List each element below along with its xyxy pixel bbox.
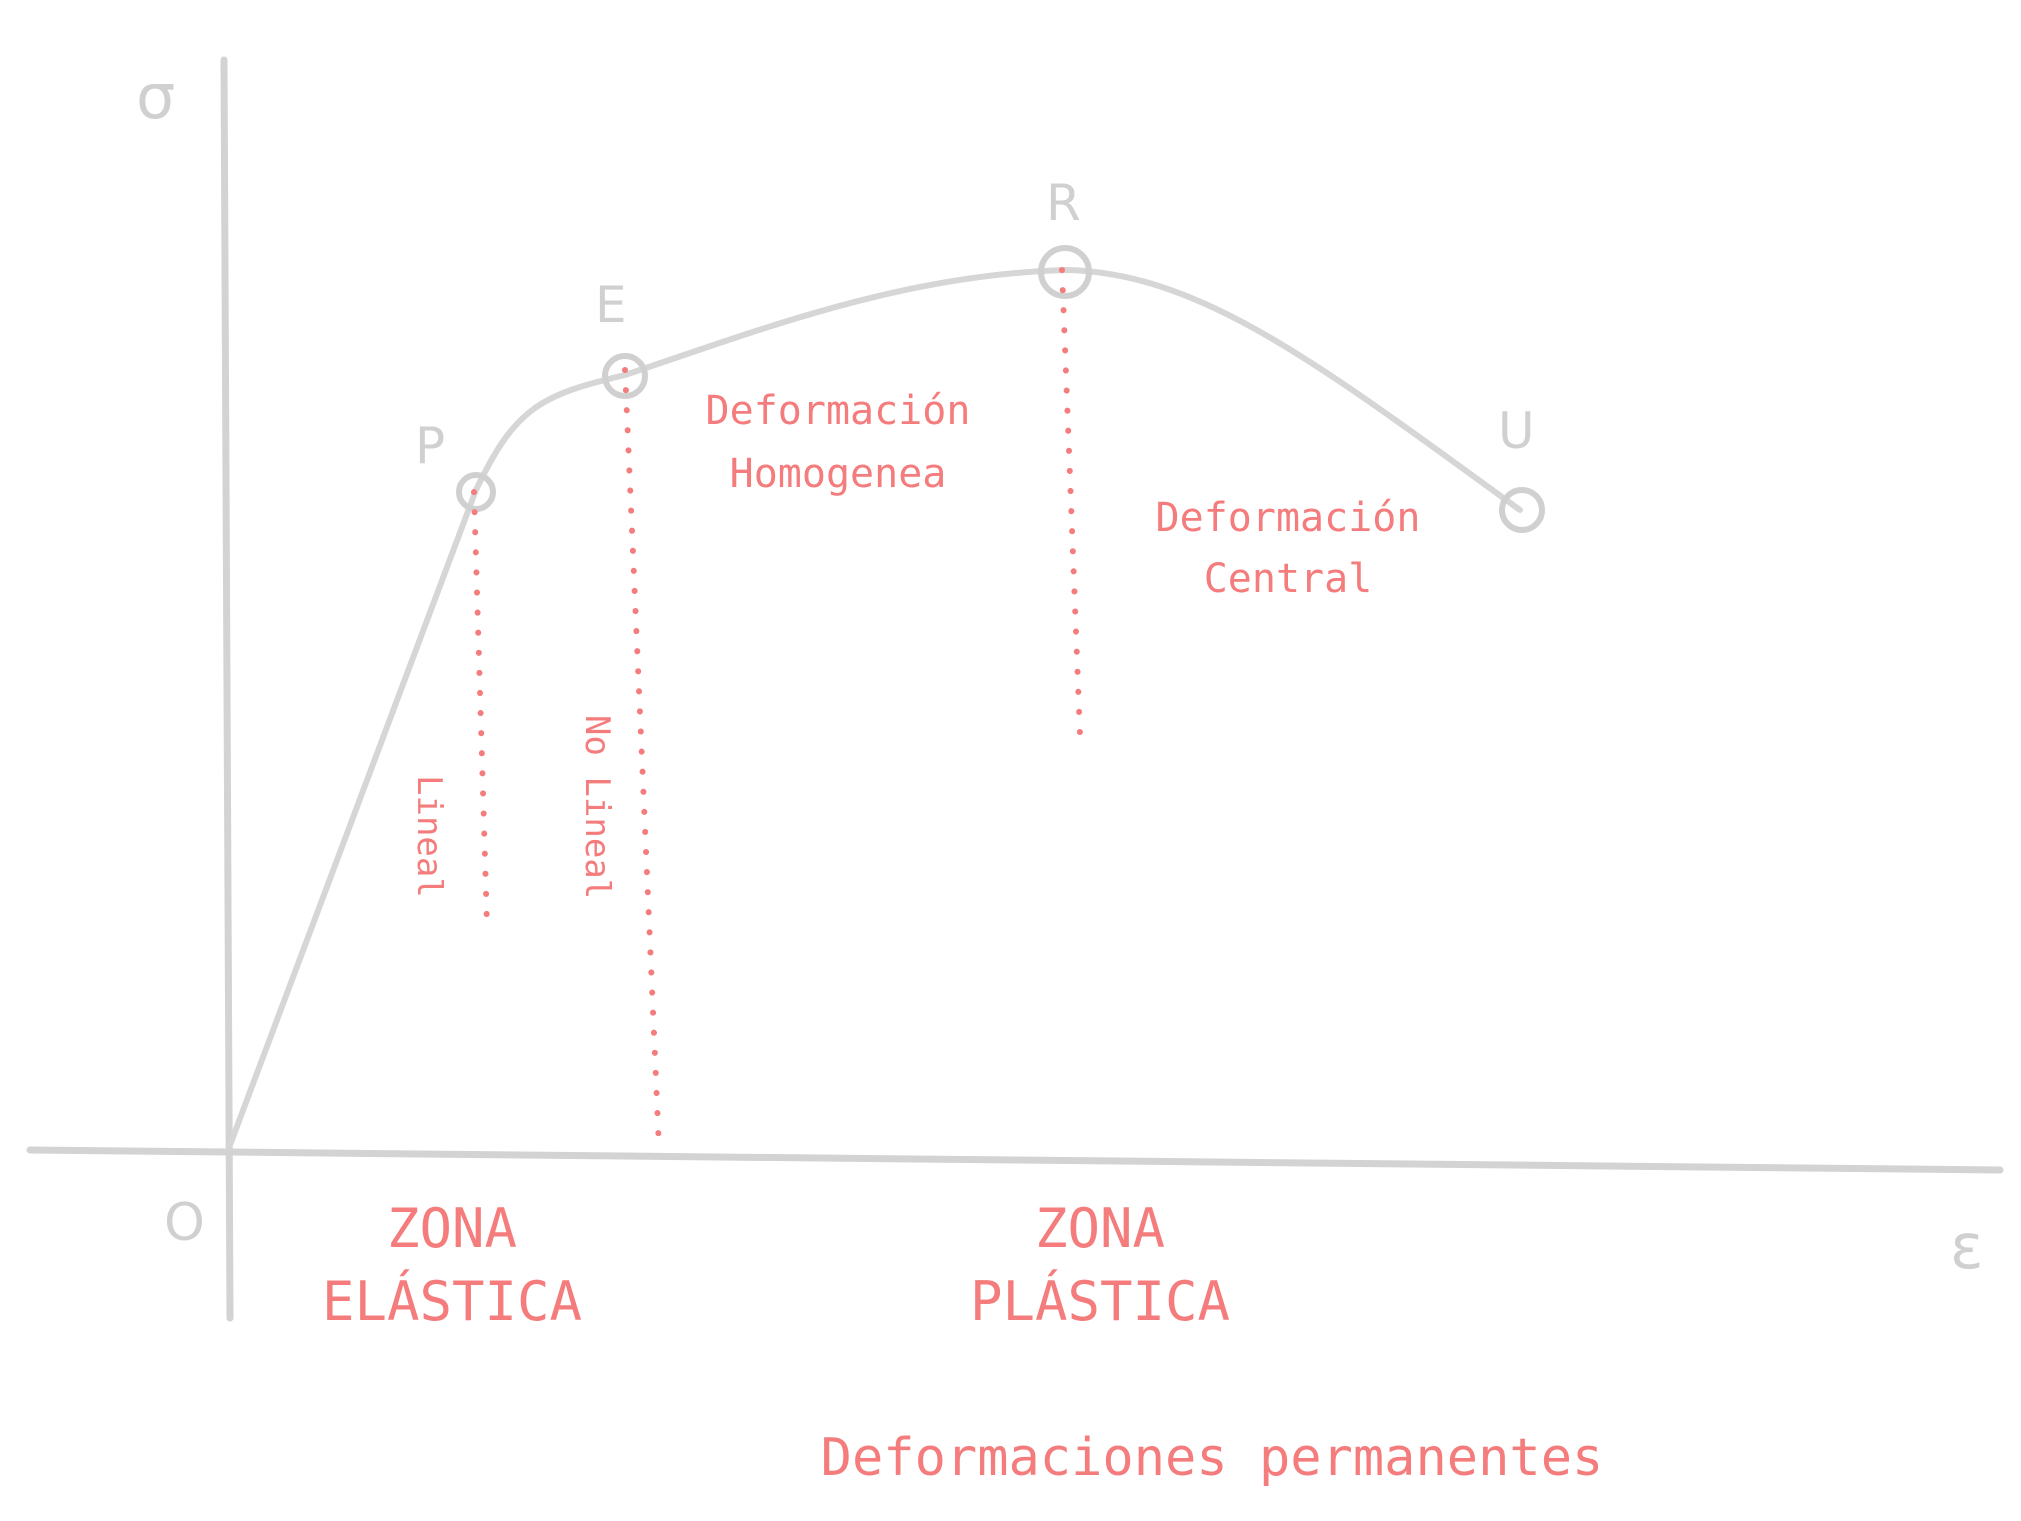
lineal-label: Lineal [409, 775, 449, 898]
point-r-label: R [1046, 174, 1081, 232]
elastic-zone-label-line2: ELÁSTICA [322, 1270, 582, 1333]
guide-line-r [1059, 267, 1083, 738]
central-deformation-line1: Deformación [1156, 495, 1421, 541]
point-e-label: E [595, 276, 627, 334]
homogeneous-deformation-line1: Deformación [706, 388, 971, 434]
point-p-label: P [415, 417, 445, 475]
homogeneous-deformation-line2: Homogenea [730, 451, 947, 497]
y-axis [220, 56, 234, 1322]
no-lineal-label: No Lineal [577, 715, 617, 899]
x-axis-label: ε [1950, 1210, 1984, 1283]
y-axis-label: σ [136, 60, 175, 133]
guide-line-e [622, 367, 662, 1151]
guide-line-p [471, 489, 490, 928]
point-u-label: U [1498, 402, 1535, 460]
stress-strain-curve [227, 267, 1523, 1148]
point-u-marker [1499, 487, 1545, 533]
point-r-marker [1038, 245, 1092, 299]
permanent-deformations-label: Deformaciones permanentes [821, 1428, 1604, 1488]
plastic-zone-label-line1: ZONA [1035, 1197, 1165, 1260]
central-deformation-line2: Central [1204, 556, 1373, 602]
point-p-marker [456, 472, 496, 512]
point-e-marker [602, 353, 648, 399]
origin-label: O [164, 1193, 205, 1253]
x-axis [26, 1146, 2004, 1174]
plastic-zone-label-line2: PLÁSTICA [970, 1270, 1230, 1333]
elastic-zone-label-line1: ZONA [387, 1197, 517, 1260]
